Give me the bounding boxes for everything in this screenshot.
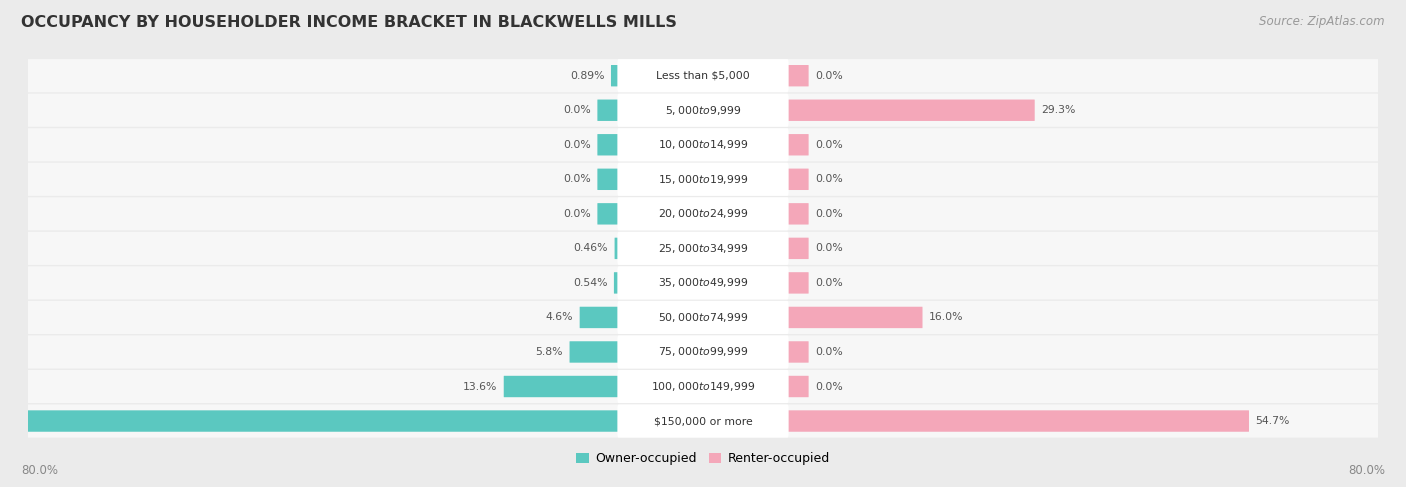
FancyBboxPatch shape	[28, 370, 1378, 403]
FancyBboxPatch shape	[787, 272, 808, 294]
FancyBboxPatch shape	[0, 411, 619, 432]
FancyBboxPatch shape	[28, 128, 1378, 161]
Text: OCCUPANCY BY HOUSEHOLDER INCOME BRACKET IN BLACKWELLS MILLS: OCCUPANCY BY HOUSEHOLDER INCOME BRACKET …	[21, 15, 676, 30]
FancyBboxPatch shape	[617, 336, 789, 369]
FancyBboxPatch shape	[28, 232, 1378, 265]
FancyBboxPatch shape	[787, 376, 808, 397]
FancyBboxPatch shape	[28, 301, 1378, 334]
FancyBboxPatch shape	[569, 341, 619, 363]
Text: 80.0%: 80.0%	[21, 464, 58, 477]
FancyBboxPatch shape	[617, 128, 789, 161]
Text: 0.0%: 0.0%	[815, 381, 844, 392]
Text: 0.0%: 0.0%	[815, 174, 844, 184]
FancyBboxPatch shape	[617, 405, 789, 438]
FancyBboxPatch shape	[617, 94, 789, 127]
Text: $15,000 to $19,999: $15,000 to $19,999	[658, 173, 748, 186]
Text: 54.7%: 54.7%	[1256, 416, 1289, 426]
Text: 0.0%: 0.0%	[815, 71, 844, 81]
Text: $35,000 to $49,999: $35,000 to $49,999	[658, 277, 748, 289]
FancyBboxPatch shape	[614, 272, 619, 294]
FancyBboxPatch shape	[28, 197, 1378, 230]
FancyBboxPatch shape	[787, 65, 808, 86]
FancyBboxPatch shape	[617, 232, 789, 265]
Text: 0.0%: 0.0%	[815, 244, 844, 253]
FancyBboxPatch shape	[787, 307, 922, 328]
FancyBboxPatch shape	[787, 99, 1035, 121]
Text: 0.0%: 0.0%	[562, 174, 591, 184]
FancyBboxPatch shape	[787, 203, 808, 225]
FancyBboxPatch shape	[28, 59, 1378, 92]
FancyBboxPatch shape	[617, 163, 789, 196]
Text: $75,000 to $99,999: $75,000 to $99,999	[658, 345, 748, 358]
Text: 0.0%: 0.0%	[562, 105, 591, 115]
FancyBboxPatch shape	[598, 99, 619, 121]
Text: 0.0%: 0.0%	[815, 347, 844, 357]
FancyBboxPatch shape	[598, 134, 619, 155]
FancyBboxPatch shape	[787, 341, 808, 363]
Text: $5,000 to $9,999: $5,000 to $9,999	[665, 104, 741, 117]
Text: $150,000 or more: $150,000 or more	[654, 416, 752, 426]
Text: Less than $5,000: Less than $5,000	[657, 71, 749, 81]
FancyBboxPatch shape	[617, 370, 789, 403]
Text: $10,000 to $14,999: $10,000 to $14,999	[658, 138, 748, 151]
Text: 0.46%: 0.46%	[574, 244, 607, 253]
FancyBboxPatch shape	[787, 238, 808, 259]
FancyBboxPatch shape	[28, 336, 1378, 369]
Text: 29.3%: 29.3%	[1042, 105, 1076, 115]
FancyBboxPatch shape	[617, 197, 789, 230]
FancyBboxPatch shape	[617, 59, 789, 92]
Text: 0.0%: 0.0%	[815, 278, 844, 288]
FancyBboxPatch shape	[787, 134, 808, 155]
Text: 0.54%: 0.54%	[572, 278, 607, 288]
Text: 0.89%: 0.89%	[569, 71, 605, 81]
Text: $25,000 to $34,999: $25,000 to $34,999	[658, 242, 748, 255]
FancyBboxPatch shape	[28, 405, 1378, 438]
FancyBboxPatch shape	[28, 94, 1378, 127]
Text: $50,000 to $74,999: $50,000 to $74,999	[658, 311, 748, 324]
Text: 13.6%: 13.6%	[463, 381, 498, 392]
Text: 0.0%: 0.0%	[815, 209, 844, 219]
FancyBboxPatch shape	[787, 169, 808, 190]
FancyBboxPatch shape	[617, 301, 789, 334]
Text: $20,000 to $24,999: $20,000 to $24,999	[658, 207, 748, 220]
FancyBboxPatch shape	[787, 411, 1249, 432]
Text: 0.0%: 0.0%	[562, 140, 591, 150]
FancyBboxPatch shape	[614, 238, 619, 259]
Text: $100,000 to $149,999: $100,000 to $149,999	[651, 380, 755, 393]
FancyBboxPatch shape	[598, 169, 619, 190]
FancyBboxPatch shape	[617, 266, 789, 300]
Text: 80.0%: 80.0%	[1348, 464, 1385, 477]
FancyBboxPatch shape	[28, 163, 1378, 196]
Text: 0.0%: 0.0%	[815, 140, 844, 150]
Text: 4.6%: 4.6%	[546, 313, 574, 322]
Text: 5.8%: 5.8%	[536, 347, 562, 357]
FancyBboxPatch shape	[503, 376, 619, 397]
Text: 16.0%: 16.0%	[929, 313, 963, 322]
Text: Source: ZipAtlas.com: Source: ZipAtlas.com	[1260, 15, 1385, 28]
Text: 0.0%: 0.0%	[562, 209, 591, 219]
FancyBboxPatch shape	[598, 203, 619, 225]
FancyBboxPatch shape	[612, 65, 619, 86]
Legend: Owner-occupied, Renter-occupied: Owner-occupied, Renter-occupied	[571, 447, 835, 470]
FancyBboxPatch shape	[579, 307, 619, 328]
FancyBboxPatch shape	[28, 266, 1378, 300]
